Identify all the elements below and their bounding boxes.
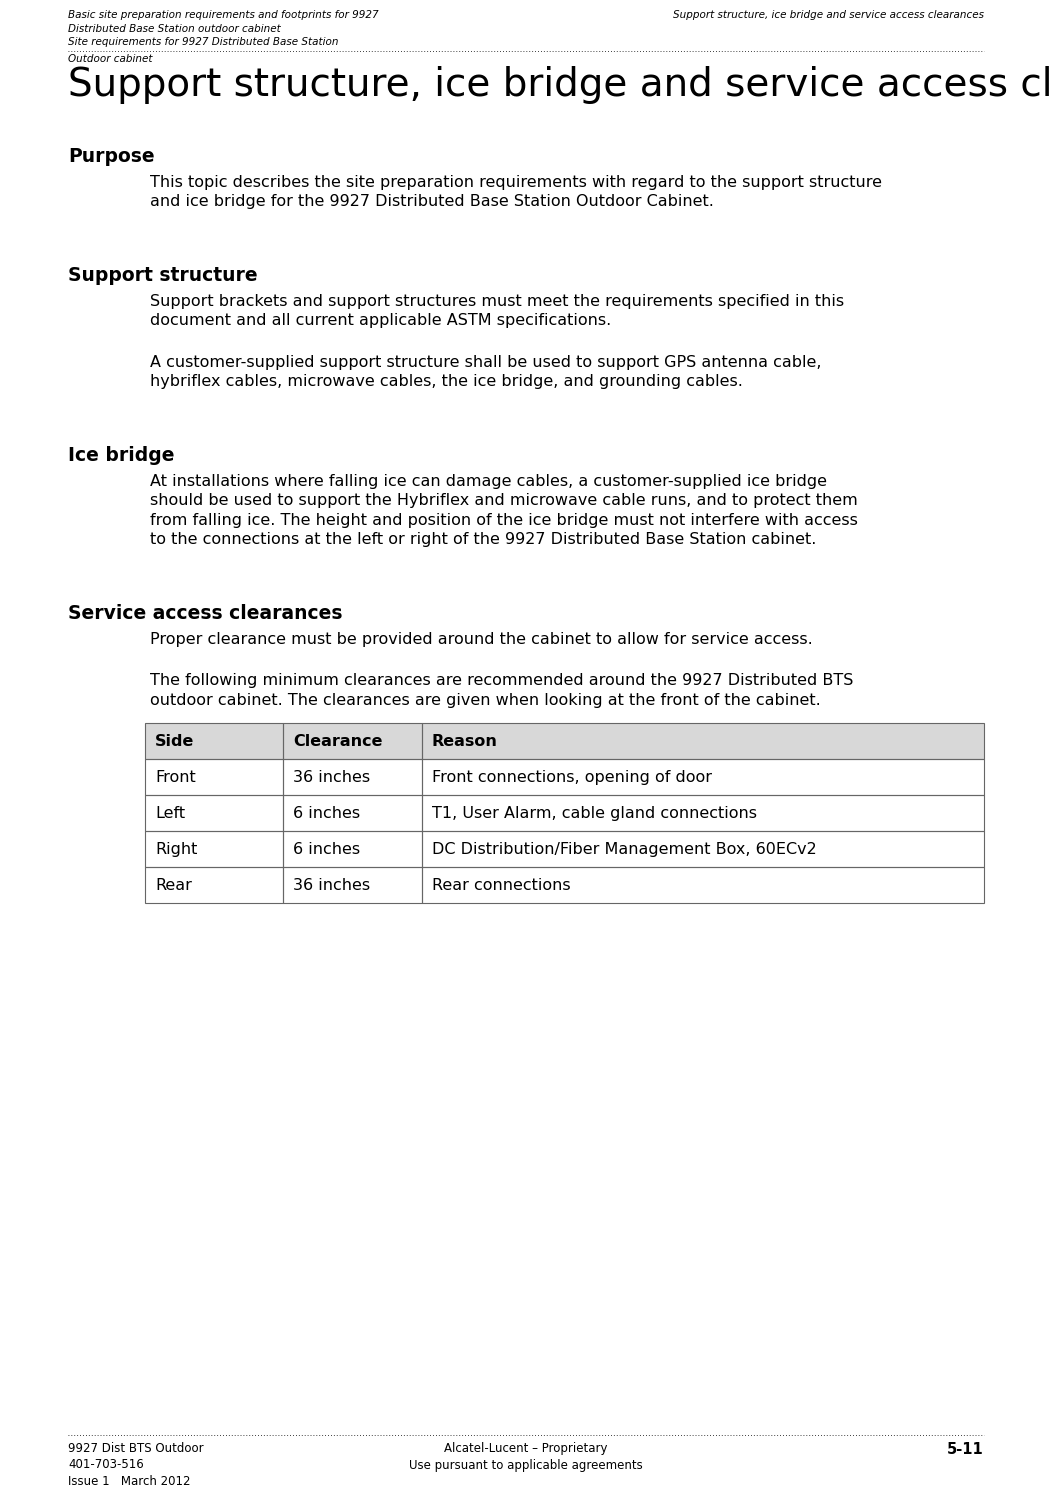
Text: At installations where falling ice can damage cables, a customer-supplied ice br: At installations where falling ice can d… bbox=[150, 473, 827, 489]
Bar bbox=[422, 758, 984, 796]
Text: and ice bridge for the 9927 Distributed Base Station Outdoor Cabinet.: and ice bridge for the 9927 Distributed … bbox=[150, 195, 714, 210]
Text: Site requirements for 9927 Distributed Base Station: Site requirements for 9927 Distributed B… bbox=[68, 37, 339, 48]
Text: outdoor cabinet. The clearances are given when looking at the front of the cabin: outdoor cabinet. The clearances are give… bbox=[150, 693, 821, 708]
Text: 36 inches: 36 inches bbox=[294, 877, 370, 892]
Text: DC Distribution/Fiber Management Box, 60ECv2: DC Distribution/Fiber Management Box, 60… bbox=[432, 842, 816, 857]
Text: Use pursuant to applicable agreements: Use pursuant to applicable agreements bbox=[409, 1459, 643, 1472]
Text: document and all current applicable ASTM specifications.: document and all current applicable ASTM… bbox=[150, 314, 611, 329]
Bar bbox=[145, 796, 283, 831]
Text: should be used to support the Hybriflex and microwave cable runs, and to protect: should be used to support the Hybriflex … bbox=[150, 494, 857, 509]
Bar bbox=[422, 758, 984, 796]
Bar bbox=[283, 758, 422, 796]
Bar bbox=[283, 723, 422, 758]
Bar bbox=[422, 723, 984, 758]
Text: Proper clearance must be provided around the cabinet to allow for service access: Proper clearance must be provided around… bbox=[150, 632, 813, 647]
Bar bbox=[145, 867, 283, 903]
Text: Issue 1   March 2012: Issue 1 March 2012 bbox=[68, 1475, 190, 1487]
Bar bbox=[145, 758, 283, 796]
Text: 6 inches: 6 inches bbox=[294, 842, 361, 857]
Bar bbox=[283, 867, 422, 903]
Bar bbox=[283, 867, 422, 903]
Text: Distributed Base Station outdoor cabinet: Distributed Base Station outdoor cabinet bbox=[68, 24, 281, 34]
Bar bbox=[422, 831, 984, 867]
Bar bbox=[145, 831, 283, 867]
Bar bbox=[145, 723, 283, 758]
Bar bbox=[145, 723, 283, 758]
Bar bbox=[145, 831, 283, 867]
Text: hybriflex cables, microwave cables, the ice bridge, and grounding cables.: hybriflex cables, microwave cables, the … bbox=[150, 375, 743, 390]
Text: Ice bridge: Ice bridge bbox=[68, 446, 175, 464]
Bar bbox=[422, 867, 984, 903]
Text: from falling ice. The height and position of the ice bridge must not interfere w: from falling ice. The height and positio… bbox=[150, 513, 857, 528]
Text: Reason: Reason bbox=[432, 733, 498, 748]
Bar bbox=[422, 831, 984, 867]
Text: This topic describes the site preparation requirements with regard to the suppor: This topic describes the site preparatio… bbox=[150, 174, 882, 189]
Text: Rear: Rear bbox=[155, 877, 191, 892]
Text: 36 inches: 36 inches bbox=[294, 770, 370, 785]
Text: Support structure, ice bridge and service access clearances: Support structure, ice bridge and servic… bbox=[673, 10, 984, 19]
Text: Service access clearances: Service access clearances bbox=[68, 604, 343, 623]
Text: Purpose: Purpose bbox=[68, 147, 155, 165]
Text: Side: Side bbox=[155, 733, 195, 748]
Bar bbox=[422, 723, 984, 758]
Text: Clearance: Clearance bbox=[294, 733, 383, 748]
Bar bbox=[283, 831, 422, 867]
Bar bbox=[283, 831, 422, 867]
Text: Outdoor cabinet: Outdoor cabinet bbox=[68, 54, 153, 64]
Bar bbox=[145, 796, 283, 831]
Bar bbox=[283, 723, 422, 758]
Text: T1, User Alarm, cable gland connections: T1, User Alarm, cable gland connections bbox=[432, 806, 756, 821]
Text: 5-11: 5-11 bbox=[947, 1442, 984, 1457]
Text: Support structure: Support structure bbox=[68, 266, 258, 284]
Text: Support brackets and support structures must meet the requirements specified in : Support brackets and support structures … bbox=[150, 293, 844, 309]
Text: The following minimum clearances are recommended around the 9927 Distributed BTS: The following minimum clearances are rec… bbox=[150, 674, 853, 688]
Text: Alcatel-Lucent – Proprietary: Alcatel-Lucent – Proprietary bbox=[444, 1442, 608, 1454]
Text: Front: Front bbox=[155, 770, 196, 785]
Text: Right: Right bbox=[155, 842, 198, 857]
Text: Front connections, opening of door: Front connections, opening of door bbox=[432, 770, 712, 785]
Bar bbox=[283, 758, 422, 796]
Text: Support structure, ice bridge and service access clearances: Support structure, ice bridge and servic… bbox=[68, 65, 1052, 104]
Bar bbox=[283, 796, 422, 831]
Text: to the connections at the left or right of the 9927 Distributed Base Station cab: to the connections at the left or right … bbox=[150, 532, 816, 547]
Text: 401-703-516: 401-703-516 bbox=[68, 1459, 144, 1472]
Text: Rear connections: Rear connections bbox=[432, 877, 570, 892]
Text: A customer-supplied support structure shall be used to support GPS antenna cable: A customer-supplied support structure sh… bbox=[150, 354, 822, 370]
Text: Left: Left bbox=[155, 806, 185, 821]
Bar bbox=[145, 758, 283, 796]
Text: Basic site preparation requirements and footprints for 9927: Basic site preparation requirements and … bbox=[68, 10, 379, 19]
Text: 6 inches: 6 inches bbox=[294, 806, 361, 821]
Bar bbox=[422, 867, 984, 903]
Bar bbox=[145, 867, 283, 903]
Text: 9927 Dist BTS Outdoor: 9927 Dist BTS Outdoor bbox=[68, 1442, 204, 1454]
Bar bbox=[422, 796, 984, 831]
Bar bbox=[283, 796, 422, 831]
Bar bbox=[422, 796, 984, 831]
